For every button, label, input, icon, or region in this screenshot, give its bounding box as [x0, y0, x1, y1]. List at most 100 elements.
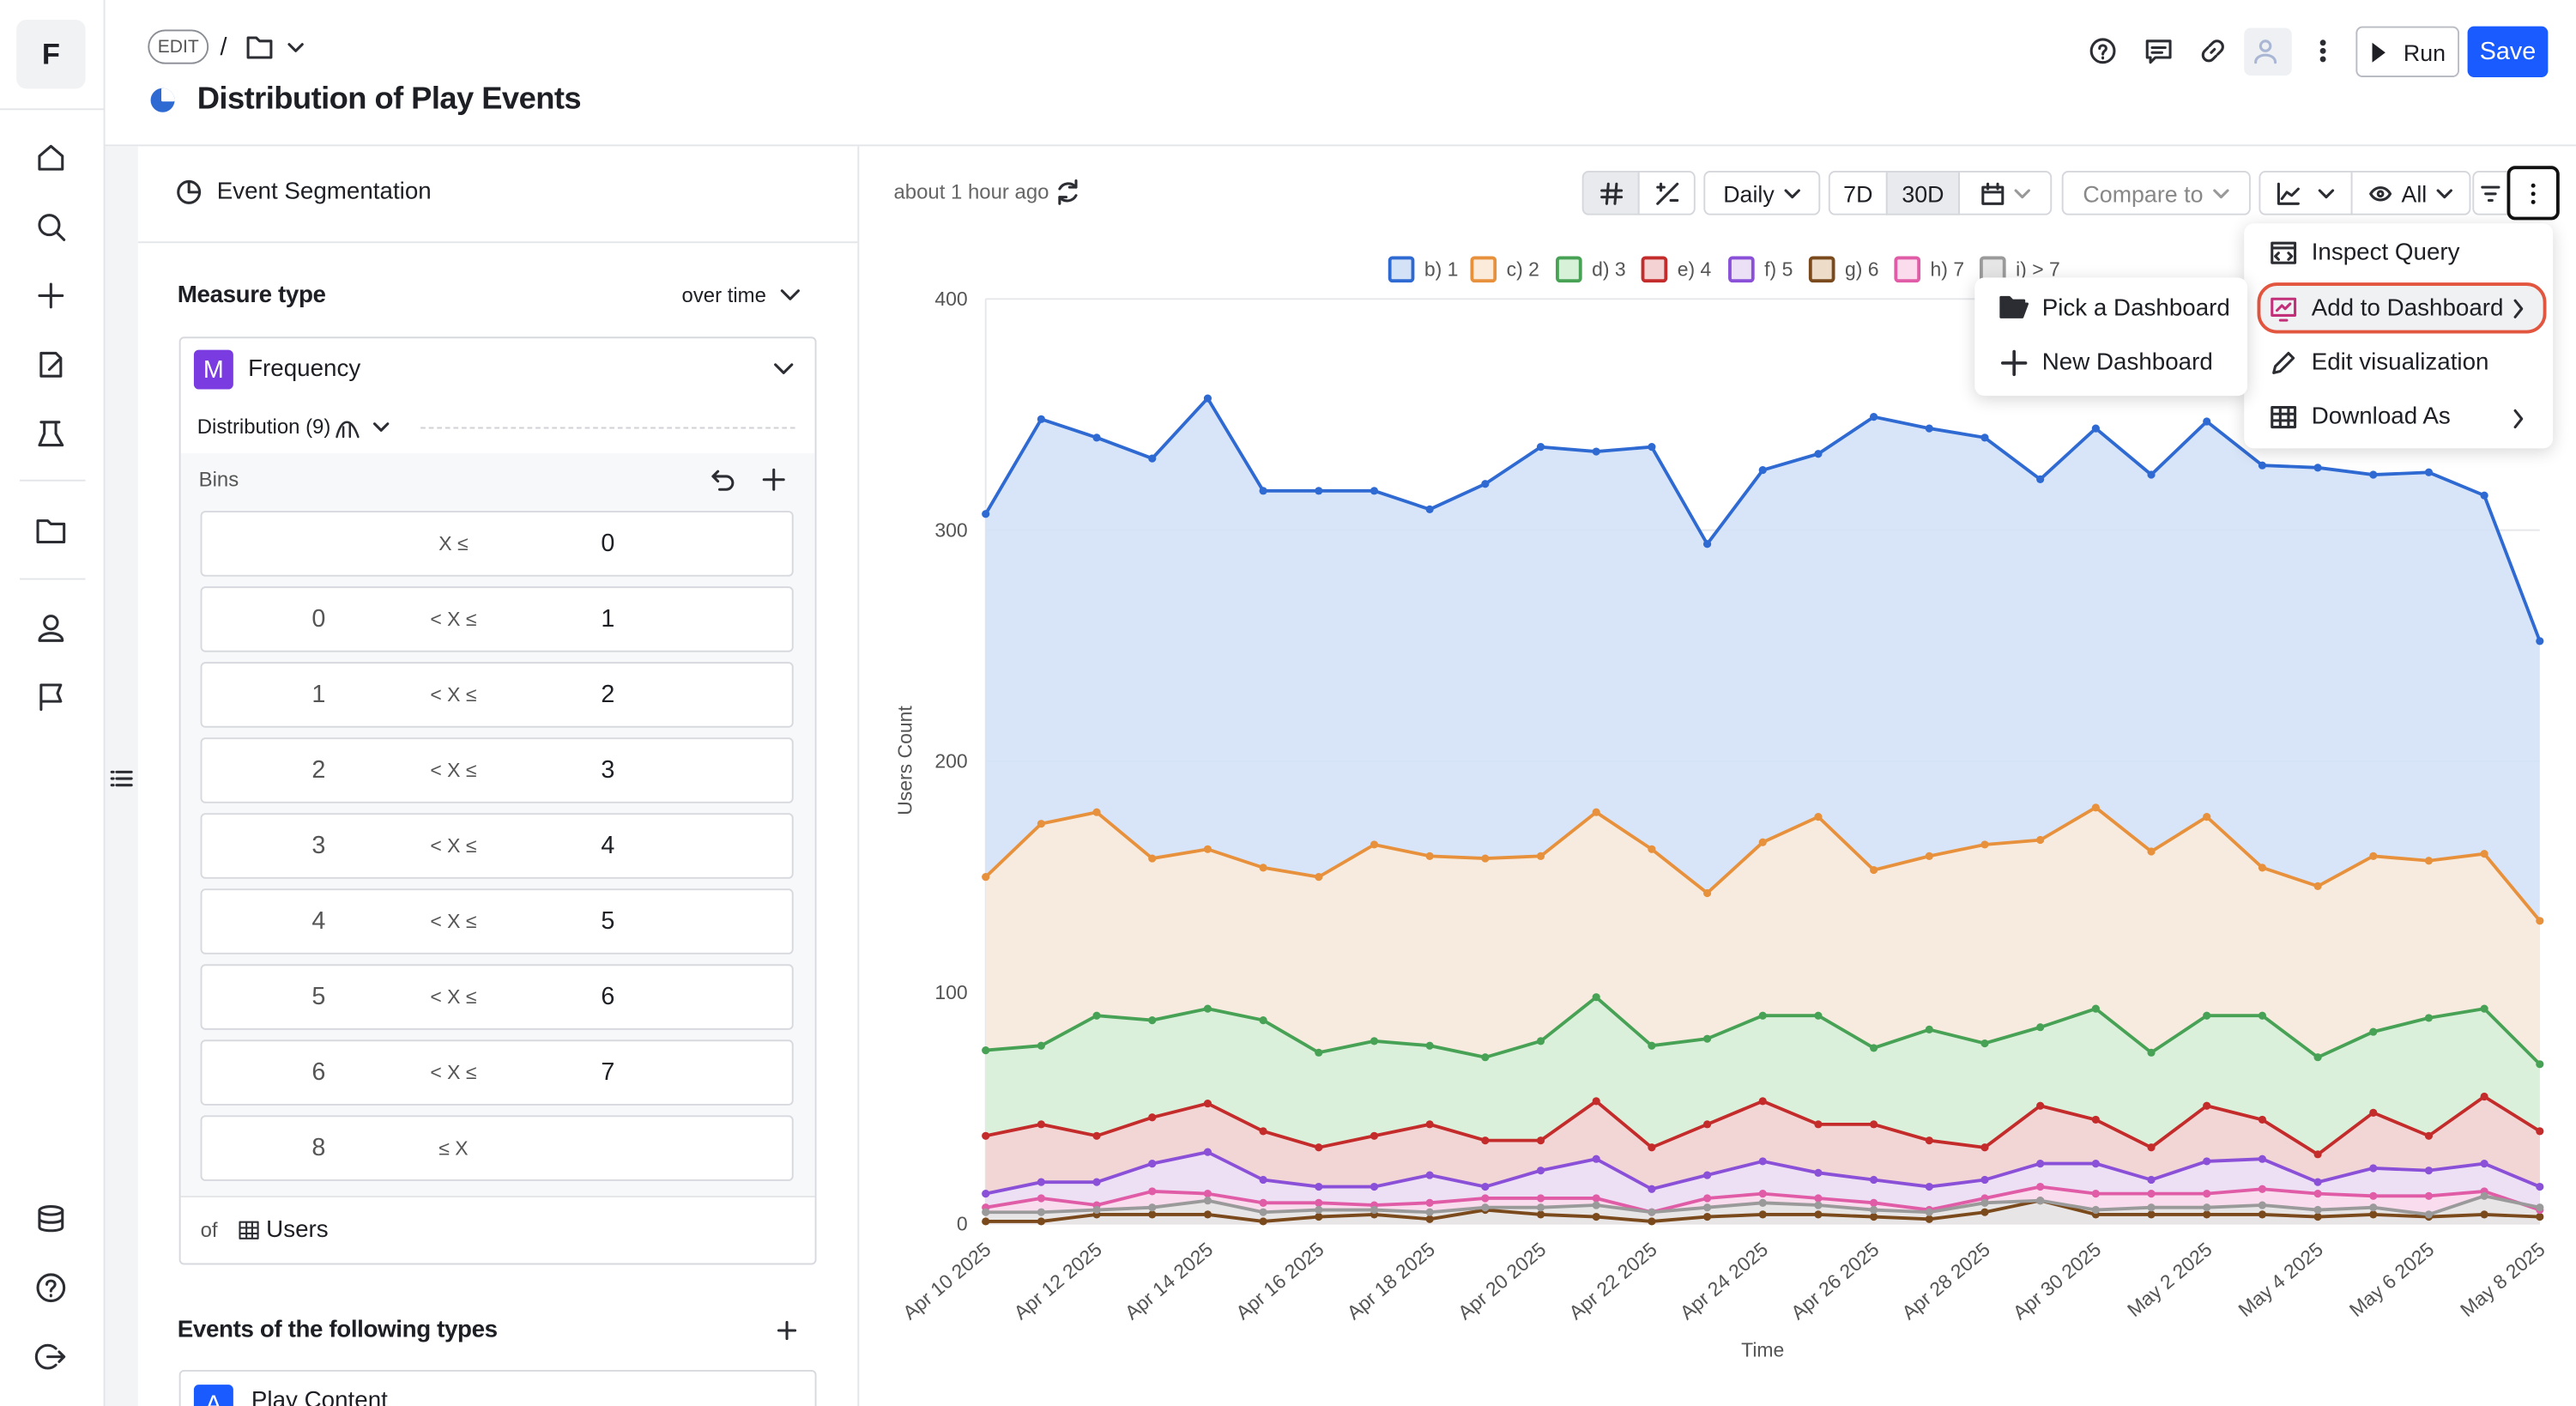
legend-label: e) 4 [1678, 258, 1712, 280]
point [1037, 415, 1045, 423]
bin-lower: 6 [311, 1058, 326, 1087]
point [1592, 993, 1600, 1002]
point [1870, 1212, 1878, 1221]
share-button[interactable] [2244, 27, 2292, 76]
point [2536, 1127, 2544, 1136]
bin-row[interactable]: 3 < X ≤ 4 [200, 813, 794, 879]
folder-icon[interactable] [36, 516, 66, 545]
help-icon[interactable] [36, 1273, 66, 1303]
add-icon[interactable] [36, 281, 65, 310]
menu-item[interactable]: Add to Dashboard [2311, 295, 2504, 323]
point [1092, 1178, 1101, 1186]
date-picker[interactable] [1958, 171, 2053, 215]
menu-item[interactable]: Inspect Query [2311, 239, 2460, 267]
more-menu-button[interactable] [2506, 166, 2560, 221]
menu-item[interactable]: Edit visualization [2311, 349, 2489, 377]
bin-row[interactable]: 8 ≤ X [200, 1115, 794, 1181]
point [1536, 1037, 1545, 1045]
folder-picker[interactable] [246, 34, 305, 61]
point [2036, 835, 2045, 845]
submenu-item[interactable]: Pick a Dashboard [2041, 295, 2230, 323]
search-icon[interactable] [36, 212, 66, 241]
point [1203, 394, 1212, 403]
filter-button[interactable] [2472, 171, 2509, 215]
point [1481, 854, 1490, 863]
point [1592, 447, 1600, 456]
point [982, 1190, 990, 1198]
entity[interactable]: Users [266, 1216, 329, 1244]
point [1925, 1136, 1933, 1145]
point [2369, 1164, 2378, 1173]
bins-actions[interactable] [711, 468, 787, 491]
menu-highlight[interactable] [2257, 282, 2547, 334]
point [2480, 1191, 2488, 1200]
distribution-label[interactable]: Distribution (9) [197, 415, 331, 439]
point [1758, 1011, 1767, 1020]
menu-item[interactable]: Download As [2311, 403, 2451, 431]
link-button[interactable] [2200, 38, 2227, 64]
bin-row[interactable]: 5 < X ≤ 6 [200, 964, 794, 1030]
point [1814, 813, 1823, 821]
comment-button[interactable] [2145, 38, 2172, 64]
chart-type[interactable] [2259, 171, 2353, 215]
point [2313, 882, 2322, 890]
point [2313, 1178, 2322, 1186]
percent-toggle[interactable] [1637, 171, 1696, 215]
bin-row[interactable]: 1 < X ≤ 2 [200, 662, 794, 728]
point [1648, 845, 1656, 853]
point [1315, 487, 1323, 495]
lab-icon[interactable] [36, 419, 65, 448]
flag-icon[interactable] [36, 682, 65, 712]
toggle-panel[interactable] [110, 769, 133, 789]
range-30d[interactable]: 30D [1885, 171, 1960, 215]
point [1315, 1182, 1323, 1191]
bin-lower: 5 [311, 983, 326, 1011]
more-button[interactable] [2316, 38, 2329, 64]
database-icon[interactable] [36, 1204, 65, 1233]
distribution-icon[interactable] [336, 414, 395, 440]
event-name[interactable]: Play Content [251, 1387, 388, 1406]
submenu-item[interactable]: New Dashboard [2041, 349, 2213, 377]
home-icon[interactable] [36, 142, 65, 172]
chevron[interactable] [774, 363, 794, 376]
edit-icon[interactable] [36, 350, 65, 379]
point [1758, 838, 1767, 846]
compare-select[interactable]: Compare to [2061, 171, 2251, 215]
point [2147, 1175, 2156, 1185]
point [1259, 1198, 1267, 1207]
interval-select[interactable]: Daily [1703, 171, 1821, 215]
range-7d[interactable]: 7D [1828, 171, 1888, 215]
run-button[interactable]: Run [2355, 26, 2460, 77]
point [1037, 1217, 1045, 1226]
add-event[interactable] [777, 1320, 797, 1341]
bin-row[interactable]: 6 < X ≤ 7 [200, 1039, 794, 1106]
measure-label: Measure type [177, 282, 326, 309]
x-tick-label: Apr 24 2025 [1676, 1238, 1773, 1324]
logout-icon[interactable] [34, 1342, 66, 1371]
logo[interactable]: F [16, 19, 86, 89]
bin-row[interactable]: X ≤ 0 [200, 511, 794, 577]
bin-row[interactable]: 4 < X ≤ 5 [200, 888, 794, 955]
bin-row[interactable]: 0 < X ≤ 1 [200, 586, 794, 652]
x-tick-label: Apr 12 2025 [1009, 1238, 1106, 1324]
point [2536, 917, 2544, 925]
legend-label: b) 1 [1424, 258, 1459, 280]
measure-name[interactable]: Frequency [248, 356, 361, 383]
count-toggle[interactable] [1581, 171, 1640, 215]
users-icon [2254, 39, 2277, 64]
point [1980, 1208, 1989, 1216]
refresh-button[interactable] [1055, 179, 1081, 206]
point [1481, 1182, 1490, 1191]
point [1315, 1212, 1323, 1221]
user-icon[interactable] [36, 613, 65, 642]
point [2313, 1205, 2322, 1215]
point [2147, 1190, 2156, 1198]
event-badge: A [193, 1385, 233, 1406]
edit-badge[interactable]: EDIT [148, 29, 209, 64]
help-button[interactable] [2089, 38, 2116, 64]
point [1648, 1185, 1656, 1193]
visibility-select[interactable]: All [2350, 171, 2471, 215]
measure-mode[interactable]: over time [681, 284, 766, 307]
bin-row[interactable]: 2 < X ≤ 3 [200, 737, 794, 803]
save-button[interactable]: Save [2467, 26, 2549, 77]
